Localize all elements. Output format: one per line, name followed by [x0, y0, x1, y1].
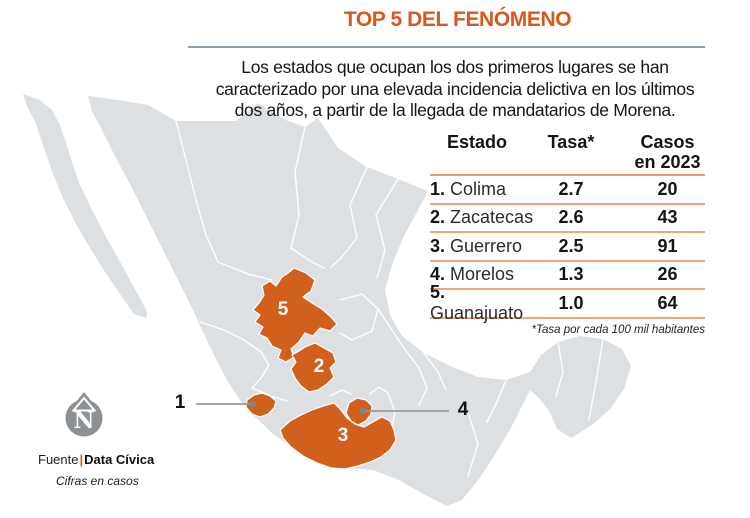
column-header-casos-line2: en 2023	[634, 152, 701, 172]
row-casos: 20	[657, 178, 678, 199]
map-callout-label-4: 4	[457, 399, 469, 420]
page-title: TOP 5 DEL FENÓMENO	[343, 8, 572, 31]
column-header-estado: Estado	[447, 132, 508, 152]
map-label-5: 5	[277, 299, 289, 320]
source-label: Fuente	[38, 452, 79, 467]
row-casos: 26	[657, 264, 678, 285]
row-rank: 3.	[430, 235, 446, 256]
state-rank-3-shape	[279, 402, 397, 470]
row-tasa: 1.0	[558, 292, 584, 313]
ranking-table: Estado Tasa* Casos en 2023 1. Colima 2.7…	[430, 132, 705, 336]
row-tasa: 2.6	[558, 207, 584, 228]
row-rank: 5.	[430, 282, 446, 303]
row-estado: Morelos	[450, 264, 515, 285]
mainland-landmass	[88, 96, 631, 506]
table-row-3: 3. Guerrero 2.5 91	[430, 233, 705, 262]
state-rank-5-shape	[252, 267, 338, 363]
state-rank-1-shape	[245, 392, 277, 418]
row-rank: 4.	[430, 264, 446, 285]
row-estado: Guanajuato	[430, 303, 524, 324]
subtitle-line-2: caracterizado por una elevada incidencia…	[215, 78, 695, 99]
subtitle-line-1: Los estados que ocupan los dos primeros …	[241, 57, 669, 77]
table-header-row: Estado Tasa* Casos en 2023	[430, 132, 705, 176]
column-header-tasa: Tasa*	[547, 132, 595, 152]
baja-california-landmass	[23, 94, 147, 318]
table-row-5: 5. Guanajuato 1.0 64	[430, 282, 705, 323]
figures-note: Cifras en casos	[56, 474, 139, 488]
state-borders	[175, 120, 604, 477]
table-row-4: 4. Morelos 1.3 26	[430, 262, 705, 290]
map-callout-label-1: 1	[174, 392, 186, 413]
table-row-2: 2. Zacatecas 2.6 43	[430, 205, 705, 233]
subtitle-line-3: dos años, a partir de la llegada de mand…	[234, 100, 676, 120]
map-label-2: 2	[313, 356, 325, 377]
north-compass-icon: N	[65, 392, 103, 437]
subtitle: Los estados que ocupan los dos primeros …	[185, 57, 725, 122]
map-label-3: 3	[337, 425, 349, 446]
source-line: Fuente|Data Cívica	[38, 452, 154, 467]
callout-dot-4	[359, 407, 367, 415]
row-tasa: 2.5	[558, 235, 584, 256]
row-rank: 2.	[430, 207, 446, 228]
state-rank-4-shape	[345, 397, 373, 426]
row-tasa: 1.3	[558, 264, 584, 285]
row-estado: Guerrero	[450, 235, 523, 256]
source-name: Data Cívica	[84, 452, 155, 467]
row-casos: 64	[657, 292, 678, 313]
row-casos: 91	[657, 235, 678, 256]
column-header-casos-line1: Casos	[640, 132, 695, 152]
row-casos: 43	[657, 207, 678, 228]
state-rank-2-shape	[290, 342, 337, 393]
column-header-casos: Casos en 2023	[606, 132, 705, 172]
table-row-1: 1. Colima 2.7 20	[430, 176, 705, 205]
title-rule	[188, 46, 705, 48]
table-footnote: *Tasa por cada 100 mil habitantes	[531, 323, 705, 336]
callout-dot-1	[249, 400, 257, 408]
row-estado: Colima	[450, 178, 507, 199]
source-divider: |	[79, 452, 84, 467]
row-rank: 1.	[430, 178, 446, 199]
row-estado: Zacatecas	[450, 207, 534, 228]
compass-letter: N	[73, 407, 94, 434]
row-tasa: 2.7	[558, 178, 584, 199]
